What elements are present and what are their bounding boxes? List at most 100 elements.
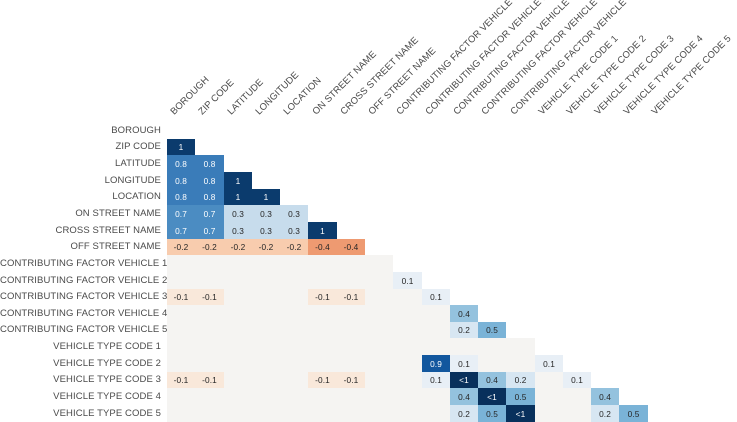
- heatmap-cell: [280, 305, 308, 322]
- heatmap-cell: [252, 322, 280, 338]
- heatmap-cell: [422, 388, 450, 405]
- heatmap-cell: [365, 255, 393, 272]
- heatmap-cell: 0.7: [167, 205, 195, 222]
- heatmap-cell: [167, 405, 195, 422]
- heatmap-cell: 0.4: [591, 388, 619, 405]
- heatmap-cell: 0.1: [422, 372, 450, 388]
- heatmap-cell: [280, 272, 308, 289]
- heatmap-cell: [280, 338, 308, 355]
- heatmap-cell: [365, 305, 393, 322]
- heatmap-cell: 1: [252, 189, 280, 205]
- heatmap-cell: [535, 388, 563, 405]
- row-label: LOCATION: [112, 191, 161, 202]
- row-label: CONTRIBUTING FACTOR VEHICLE 1: [0, 258, 168, 269]
- heatmap-cell: 1: [224, 172, 252, 189]
- heatmap-cell: 0.8: [167, 155, 195, 172]
- heatmap-cell: [308, 338, 337, 355]
- heatmap-cell: [280, 405, 308, 422]
- heatmap-cell: [563, 388, 591, 405]
- heatmap-cell: [224, 372, 252, 388]
- row-label: LONGITUDE: [104, 175, 161, 186]
- heatmap-cell: 0.1: [563, 372, 591, 388]
- heatmap-cell: 0.1: [393, 272, 422, 289]
- row-label: CONTRIBUTING FACTOR VEHICLE 2: [0, 275, 168, 286]
- heatmap-cell: [167, 305, 195, 322]
- heatmap-cell: [535, 372, 563, 388]
- heatmap-cell: 0.3: [224, 222, 252, 239]
- heatmap-cell: -0.1: [167, 372, 195, 388]
- heatmap-cell: [393, 305, 422, 322]
- heatmap-cell: 0.2: [450, 322, 478, 338]
- heatmap-cell: [195, 322, 224, 338]
- row-label: VEHICLE TYPE CODE 1: [53, 341, 161, 352]
- heatmap-cell: [195, 255, 224, 272]
- heatmap-cell: 0.7: [195, 222, 224, 239]
- heatmap-cell: [337, 322, 365, 338]
- heatmap-cell: [422, 338, 450, 355]
- row-label: ON STREET NAME: [75, 208, 161, 219]
- heatmap-cell: [365, 322, 393, 338]
- heatmap-cell: [365, 289, 393, 305]
- heatmap-cell: [393, 338, 422, 355]
- heatmap-cell: -0.2: [252, 239, 280, 255]
- heatmap-cell: [224, 322, 252, 338]
- heatmap-cell: <1: [478, 388, 506, 405]
- row-label: CONTRIBUTING FACTOR VEHICLE 5: [0, 324, 168, 335]
- heatmap-cell: [167, 272, 195, 289]
- heatmap-cell: [224, 388, 252, 405]
- heatmap-cell: [195, 305, 224, 322]
- heatmap-cell: -0.1: [308, 289, 337, 305]
- heatmap-cell: [195, 355, 224, 372]
- heatmap-cell: [308, 355, 337, 372]
- heatmap-cell: [393, 289, 422, 305]
- heatmap-cell: -0.2: [167, 239, 195, 255]
- heatmap-cell: [450, 338, 478, 355]
- heatmap-cell: [478, 355, 506, 372]
- heatmap-cell: 0.2: [591, 405, 619, 422]
- heatmap-cell: 0.3: [252, 205, 280, 222]
- heatmap-cell: 0.8: [167, 172, 195, 189]
- heatmap-cell: [393, 405, 422, 422]
- heatmap-cell: [422, 405, 450, 422]
- heatmap-cell: [224, 289, 252, 305]
- row-label: ZIP CODE: [115, 141, 161, 152]
- heatmap-cell: 0.1: [450, 355, 478, 372]
- heatmap-cell: 1: [308, 222, 337, 239]
- heatmap-cell: [337, 355, 365, 372]
- heatmap-cell: [365, 338, 393, 355]
- row-label: OFF STREET NAME: [70, 241, 161, 252]
- heatmap-cell: [167, 388, 195, 405]
- row-label: CROSS STREET NAME: [55, 225, 161, 236]
- heatmap-cell: -0.2: [224, 239, 252, 255]
- heatmap-cell: [224, 305, 252, 322]
- heatmap-cell: [280, 372, 308, 388]
- heatmap-cell: 0.8: [195, 189, 224, 205]
- heatmap-cell: [252, 388, 280, 405]
- heatmap-cell: [337, 255, 365, 272]
- heatmap-cell: [393, 355, 422, 372]
- heatmap-cell: [422, 322, 450, 338]
- heatmap-cell: [337, 305, 365, 322]
- heatmap-cell: [365, 388, 393, 405]
- heatmap-cell: [252, 289, 280, 305]
- heatmap-cell: [252, 272, 280, 289]
- heatmap-cell: [167, 255, 195, 272]
- heatmap-cell: 1: [167, 139, 195, 155]
- heatmap-cell: [422, 305, 450, 322]
- heatmap-cell: 0.3: [280, 205, 308, 222]
- heatmap-cell: [337, 272, 365, 289]
- heatmap-cell: [308, 322, 337, 338]
- heatmap-cell: [224, 355, 252, 372]
- heatmap-cell: 0.5: [478, 322, 506, 338]
- heatmap-cell: 1: [224, 189, 252, 205]
- heatmap-cell: -0.1: [195, 289, 224, 305]
- heatmap-cell: [224, 255, 252, 272]
- heatmap-cell: [252, 255, 280, 272]
- heatmap-cell: 0.8: [195, 172, 224, 189]
- heatmap-cell: [393, 322, 422, 338]
- row-label: CONTRIBUTING FACTOR VEHICLE 3: [0, 291, 168, 302]
- heatmap-cell: [308, 305, 337, 322]
- heatmap-cell: 0.5: [506, 388, 535, 405]
- heatmap-cell: [224, 338, 252, 355]
